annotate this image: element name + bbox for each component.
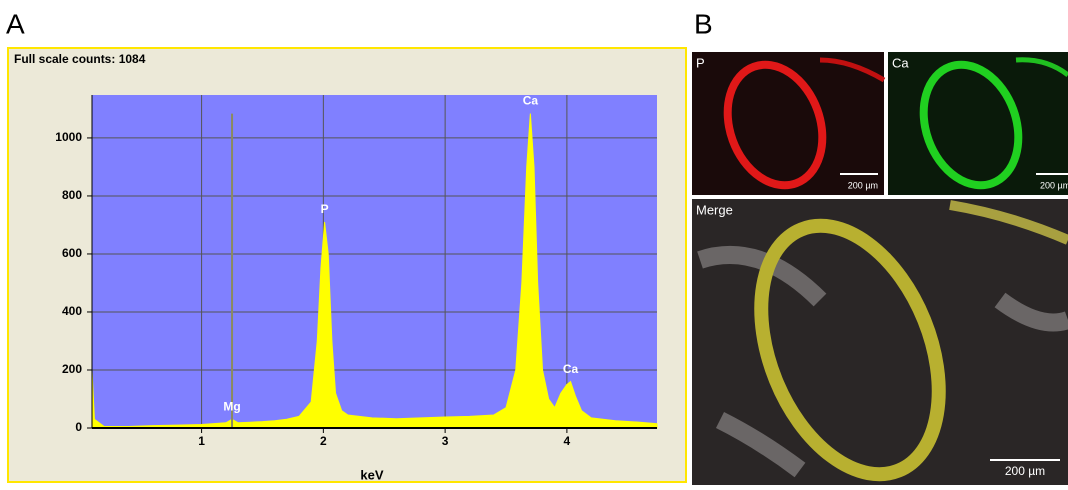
y-tick-label: 1000 [55, 130, 82, 144]
map-ring [819, 57, 886, 83]
map-label: P [696, 55, 705, 70]
chart-title: Full scale counts: 1084 [14, 52, 146, 66]
scale-label: 200 µm [1005, 464, 1045, 478]
scale-label: 200 µm [848, 180, 878, 190]
peak-label: Mg [223, 399, 240, 413]
x-tick-label: 1 [198, 434, 205, 448]
x-tick-label: 2 [320, 434, 327, 448]
map-ring [754, 218, 946, 482]
map-ring [919, 60, 1023, 190]
peak-label: Ca [523, 94, 539, 108]
x-axis-label: keV [360, 467, 383, 482]
map-ring [949, 200, 1068, 245]
panel-label: A [6, 8, 25, 39]
y-tick-label: 800 [62, 188, 82, 202]
y-tick-label: 400 [62, 304, 82, 318]
y-tick-label: 600 [62, 246, 82, 260]
map-label: Merge [696, 202, 733, 217]
scale-label: 200 µm [1040, 180, 1068, 190]
tissue [697, 246, 1068, 478]
map-ring [723, 60, 827, 190]
map-image [888, 52, 1068, 195]
x-tick-label: 4 [564, 434, 571, 448]
panel-label: B [694, 8, 713, 39]
element-maps: P Ca Merge 200 µm 200 µm 200 µm [692, 52, 1068, 485]
x-tick-label: 3 [442, 434, 449, 448]
y-tick-label: 200 [62, 362, 82, 376]
peak-label: P [321, 202, 329, 216]
peak-label: Ca [563, 362, 579, 376]
y-tick-label: 0 [75, 420, 82, 434]
map-label: Ca [892, 55, 909, 70]
spectrum [91, 113, 658, 429]
map-ring [1015, 57, 1068, 78]
plot-area [92, 95, 657, 428]
